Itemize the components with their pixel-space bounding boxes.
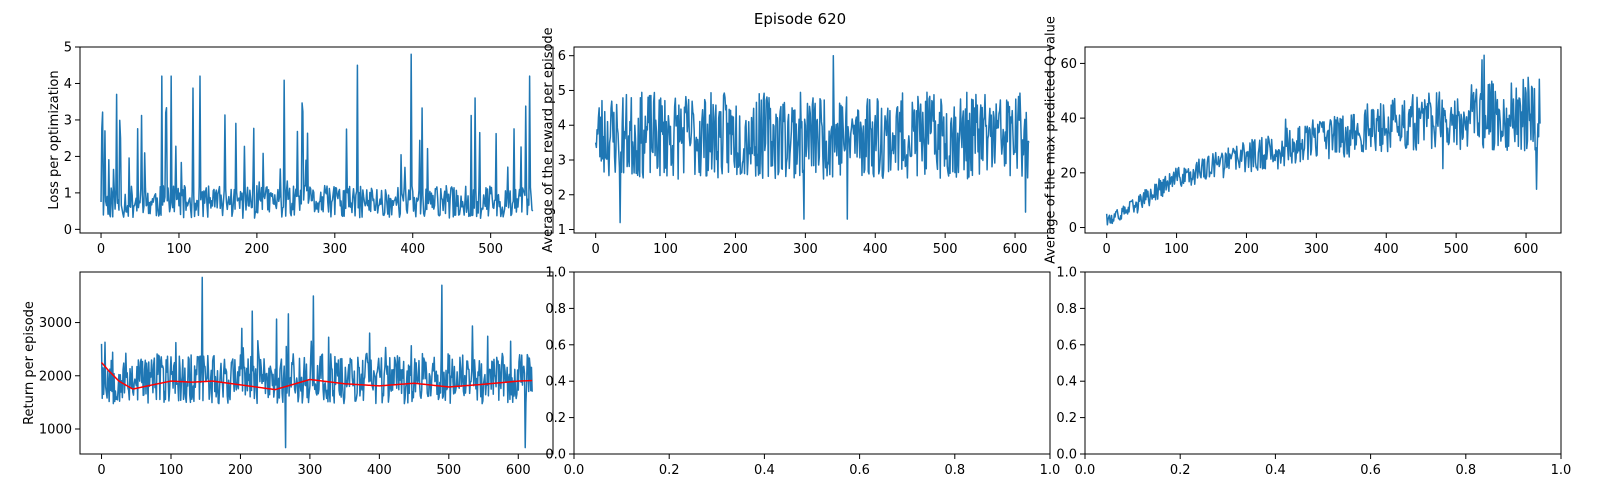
y-tick-label: 5 xyxy=(558,84,566,99)
y-tick-label: 0.4 xyxy=(545,375,566,390)
y-tick-label: 0.2 xyxy=(545,411,566,426)
y-tick-label: 0.4 xyxy=(1056,375,1077,390)
x-tick-label: 0.6 xyxy=(1360,463,1381,478)
x-tick-label: 100 xyxy=(159,463,184,478)
x-tick-label: 0.4 xyxy=(754,463,775,478)
x-tick-label: 1.0 xyxy=(1551,463,1572,478)
x-tick-label: 0 xyxy=(1103,242,1111,257)
x-tick-label: 600 xyxy=(1514,242,1539,257)
y-tick-label: 0.6 xyxy=(1056,338,1077,353)
y-tick-label: 3000 xyxy=(39,316,72,331)
y-axis-label: Average of the reward per episode xyxy=(541,27,556,252)
x-tick-label: 0 xyxy=(97,242,105,257)
x-tick-label: 500 xyxy=(436,463,461,478)
series-line xyxy=(100,276,533,449)
x-tick-label: 600 xyxy=(1003,242,1028,257)
series-line xyxy=(1105,54,1541,226)
y-tick-label: 0.8 xyxy=(1056,302,1077,317)
moving-average-line xyxy=(100,361,533,391)
x-tick-label: 1.0 xyxy=(1040,463,1061,478)
axes-frame xyxy=(1084,46,1562,234)
x-tick-label: 0 xyxy=(592,242,600,257)
y-tick-label: 0 xyxy=(64,223,72,238)
x-tick-label: 400 xyxy=(1374,242,1399,257)
series-line xyxy=(594,54,1030,224)
y-tick-label: 40 xyxy=(1060,112,1077,127)
x-tick-label: 300 xyxy=(322,242,347,257)
axes-frame xyxy=(79,271,554,455)
y-tick-label: 0.6 xyxy=(545,338,566,353)
series-line xyxy=(100,53,534,220)
x-tick-label: 0.6 xyxy=(849,463,870,478)
x-tick-label: 0.0 xyxy=(564,463,585,478)
y-axis-label: Return per episode xyxy=(22,301,37,425)
y-tick-label: 3 xyxy=(64,113,72,128)
y-tick-label: 0.2 xyxy=(1056,411,1077,426)
y-tick-label: 0.8 xyxy=(545,302,566,317)
y-tick-label: 4 xyxy=(558,119,566,134)
x-tick-label: 0.2 xyxy=(1170,463,1191,478)
x-tick-label: 500 xyxy=(1444,242,1469,257)
y-tick-label: 20 xyxy=(1060,166,1077,181)
axes-frame xyxy=(573,46,1051,234)
x-tick-label: 0.8 xyxy=(944,463,965,478)
y-tick-label: 2000 xyxy=(39,369,72,384)
x-tick-label: 0.0 xyxy=(1075,463,1096,478)
x-tick-label: 400 xyxy=(863,242,888,257)
x-tick-label: 400 xyxy=(400,242,425,257)
x-tick-label: 0.8 xyxy=(1455,463,1476,478)
x-tick-label: 400 xyxy=(367,463,392,478)
y-tick-label: 0 xyxy=(1069,221,1077,236)
y-tick-label: 1.0 xyxy=(1056,266,1077,281)
y-tick-label: 4 xyxy=(64,77,72,92)
figure-title: Episode 620 xyxy=(754,10,846,28)
y-tick-label: 1000 xyxy=(39,422,72,437)
empty-plot-2: 0.0 0.2 0.4 0.6 0.8 1.0 0.0 0.2 0.4 0.6 0.8 1.0 xyxy=(1056,266,1571,479)
y-axis-label: Loss per optimization xyxy=(47,70,62,209)
x-tick-label: 0 xyxy=(97,463,105,478)
x-tick-label: 500 xyxy=(478,242,503,257)
y-tick-label: 60 xyxy=(1060,57,1077,72)
x-tick-label: 0.4 xyxy=(1265,463,1286,478)
axes-frame xyxy=(79,46,554,234)
x-tick-label: 600 xyxy=(506,463,531,478)
y-axis-label: Average of the max predicted Q value xyxy=(1044,16,1059,264)
x-tick-label: 300 xyxy=(297,463,322,478)
y-tick-label: 1 xyxy=(64,186,72,201)
y-tick-label: 5 xyxy=(64,41,72,56)
empty-plot-1: 0.0 0.2 0.4 0.6 0.8 1.0 0.0 0.2 0.4 0.6 0.8 1.0 xyxy=(545,266,1060,479)
y-tick-label: 0.0 xyxy=(1056,448,1077,463)
x-tick-label: 300 xyxy=(793,242,818,257)
x-tick-label: 0.2 xyxy=(659,463,680,478)
x-tick-label: 200 xyxy=(228,463,253,478)
y-tick-label: 2 xyxy=(64,150,72,165)
x-tick-label: 200 xyxy=(244,242,269,257)
x-tick-label: 200 xyxy=(1234,242,1259,257)
x-tick-label: 100 xyxy=(653,242,678,257)
axes-frame xyxy=(573,271,1051,455)
x-tick-label: 100 xyxy=(167,242,192,257)
y-tick-label: 1 xyxy=(558,223,566,238)
y-tick-label: 6 xyxy=(558,49,566,64)
y-tick-label: 3 xyxy=(558,153,566,168)
y-tick-label: 2 xyxy=(558,188,566,203)
x-tick-label: 200 xyxy=(723,242,748,257)
y-tick-label: 0.0 xyxy=(545,448,566,463)
x-tick-label: 300 xyxy=(1304,242,1329,257)
axes-frame xyxy=(1084,271,1562,455)
x-tick-label: 500 xyxy=(933,242,958,257)
y-tick-label: 1.0 xyxy=(545,266,566,281)
x-tick-label: 100 xyxy=(1164,242,1189,257)
